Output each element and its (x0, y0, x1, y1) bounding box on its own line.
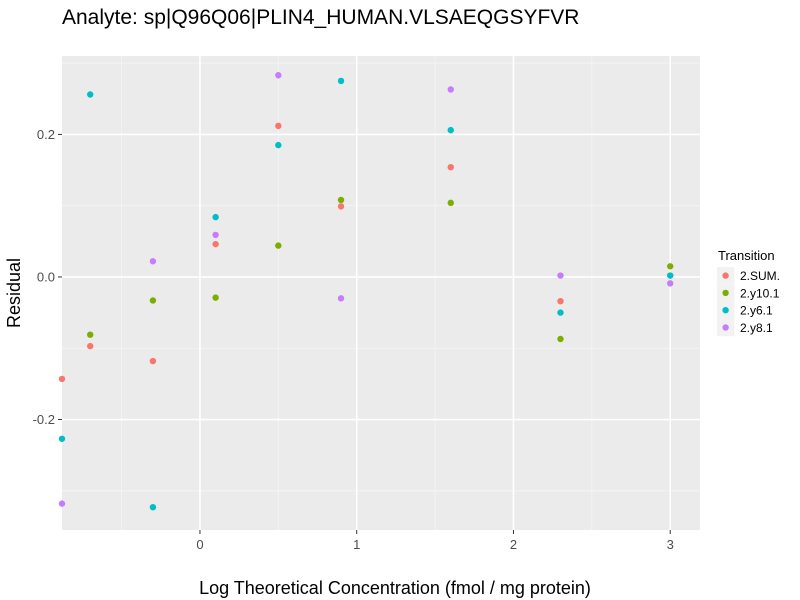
panel-background (62, 56, 700, 530)
legend-key-swatch (722, 289, 729, 297)
legend-key-swatch (722, 324, 729, 331)
data-point-2-y8-1 (58, 500, 66, 507)
data-point-2-sum (275, 122, 282, 130)
x-tick-label: 3 (667, 537, 674, 552)
legend-key-swatch (722, 272, 729, 279)
x-tick-label: 2 (510, 537, 517, 552)
data-point-2-y6-1 (149, 503, 157, 511)
data-point-2-y6-1 (667, 272, 674, 279)
data-point-2-sum (447, 163, 454, 171)
data-point-2-y10-1 (447, 199, 454, 207)
y-tick-label: 0.2 (37, 127, 55, 142)
x-axis-title: Log Theoretical Concentration (fmol / mg… (199, 578, 591, 598)
data-point-2-sum (212, 240, 219, 248)
data-point-2-y8-1 (149, 258, 157, 265)
data-points (58, 72, 674, 511)
x-tick-label: 1 (353, 537, 360, 552)
data-point-2-sum (149, 357, 157, 365)
data-point-2-y10-1 (149, 297, 157, 304)
data-point-2-y10-1 (337, 196, 345, 204)
data-point-2-y6-1 (87, 91, 94, 98)
data-point-2-y6-1 (337, 77, 345, 85)
legend: Transition 2.SUM. 2.y10.1 2.y6.1 2.y8.1 (717, 248, 780, 337)
data-point-2-y6-1 (275, 141, 282, 149)
data-point-2-y8-1 (667, 280, 674, 287)
data-point-2-y6-1 (557, 309, 564, 316)
legend-label: 2.y8.1 (740, 321, 773, 335)
data-point-2-sum (557, 297, 564, 305)
data-point-2-y8-1 (557, 272, 564, 279)
legend-title: Transition (718, 248, 775, 263)
data-point-2-y8-1 (447, 86, 454, 93)
data-point-2-y8-1 (275, 72, 282, 79)
data-point-2-sum (87, 342, 94, 350)
plot-panel (62, 56, 700, 530)
legend-label: 2.SUM. (740, 269, 780, 283)
chart-title: Analyte: sp|Q96Q06|PLIN4_HUMAN.VLSAEQGSY… (62, 6, 579, 29)
data-point-2-y10-1 (275, 242, 282, 249)
x-tick-label: 0 (196, 537, 203, 552)
data-point-2-y6-1 (58, 435, 66, 442)
data-point-2-y10-1 (557, 335, 564, 343)
data-point-2-y10-1 (667, 263, 674, 270)
data-point-2-y6-1 (447, 126, 454, 134)
data-point-2-y8-1 (212, 231, 219, 239)
y-tick-label: -0.2 (33, 412, 55, 427)
legend-label: 2.y10.1 (740, 286, 780, 300)
y-axis-title: Residual (4, 258, 24, 328)
legend-key-swatch (722, 307, 729, 314)
data-point-2-y6-1 (212, 213, 219, 221)
data-point-2-y8-1 (337, 295, 345, 302)
data-point-2-sum (58, 375, 66, 383)
data-point-2-sum (337, 203, 345, 210)
data-point-2-y10-1 (212, 294, 219, 301)
axes: 0 1 2 3 -0.2 0.0 0.2 (33, 127, 674, 552)
data-point-2-y10-1 (87, 331, 94, 338)
y-tick-label: 0.0 (37, 269, 55, 284)
legend-label: 2.y6.1 (740, 304, 773, 318)
